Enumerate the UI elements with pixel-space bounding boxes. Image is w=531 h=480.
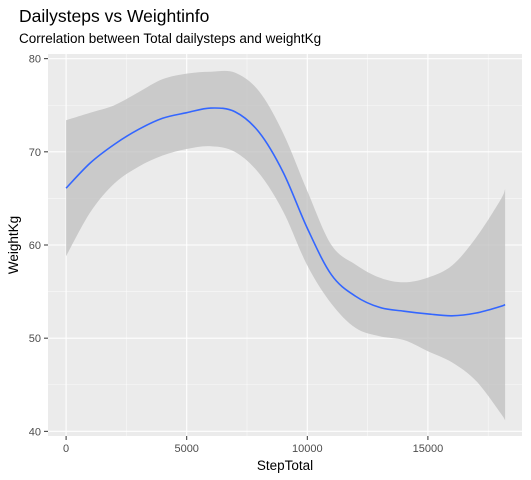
smooth-trend-line	[65, 107, 506, 317]
confidence-ribbon	[66, 70, 506, 421]
x-tick-label: 10000	[292, 443, 323, 455]
tick-labels: 0 5000 10000 15000 40 50 60 70 80	[29, 54, 443, 455]
y-tick-label: 40	[29, 426, 41, 438]
confidence-ribbon-layer	[66, 70, 506, 421]
x-tick-label: 15000	[413, 443, 444, 455]
x-tick-label: 0	[63, 443, 69, 455]
axis-ticks	[44, 58, 429, 440]
y-tick-label: 80	[29, 54, 41, 66]
chart-subtitle: Correlation between Total dailysteps and…	[19, 31, 322, 46]
y-tick-label: 70	[29, 147, 41, 159]
y-axis-title: WeightKg	[6, 216, 21, 274]
x-tick-label: 5000	[174, 443, 198, 455]
y-tick-label: 60	[29, 240, 41, 252]
x-axis-title: StepTotal	[257, 458, 313, 473]
y-tick-label: 50	[29, 333, 41, 345]
smooth-line-layer	[65, 107, 506, 317]
chart-title: Dailysteps vs Weightinfo	[19, 6, 210, 26]
